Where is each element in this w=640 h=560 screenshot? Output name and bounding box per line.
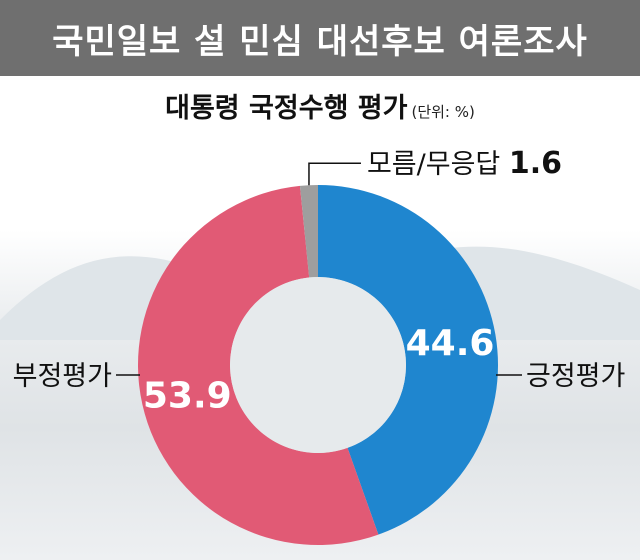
donut-hole [230,277,406,453]
slice-2 [299,185,318,278]
slice-0 [318,185,499,535]
banner-title: 국민일보 설 민심 대선후보 여론조사 [52,21,588,62]
leader-line-unknown [308,162,361,186]
slice-value-label-1: 53.9 [143,375,232,416]
label-negative: 부정평가 [13,361,112,392]
slice-value-label-0: 44.6 [406,323,495,364]
chart-title: 대통령 국정수행 평가 (단위: %) [0,86,640,125]
label-unknown: 모름/무응답 1.6 [367,146,562,181]
banner: 국민일보 설 민심 대선후보 여론조사 [0,0,640,76]
slice-1 [138,185,379,545]
value-unknown: 1.6 [509,146,562,181]
chart-title-text: 대통령 국정수행 평가 [165,93,408,124]
label-positive: 긍정평가 [526,361,625,392]
unit-note: (단위: %) [411,103,475,121]
